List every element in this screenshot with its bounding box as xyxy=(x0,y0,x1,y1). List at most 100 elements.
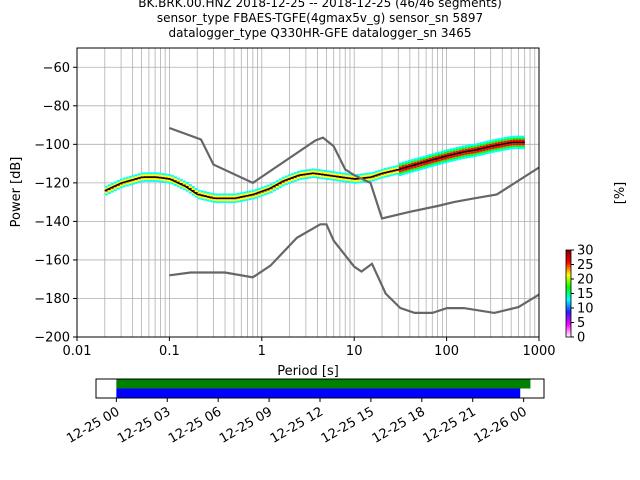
psd-bin xyxy=(116,181,120,184)
psd-bin xyxy=(377,171,381,174)
psd-bin xyxy=(245,198,249,201)
timeline-tick-label: 12-25 12 xyxy=(268,404,326,446)
psd-bin xyxy=(362,175,366,178)
psd-bin xyxy=(119,186,123,189)
psd-bin xyxy=(326,170,330,173)
psd-bin xyxy=(431,156,435,159)
psd-bin xyxy=(173,183,177,186)
psd-bin xyxy=(323,171,327,174)
psd-bin xyxy=(323,175,327,178)
psd-bin xyxy=(188,184,192,186)
psd-bin xyxy=(179,184,183,187)
psd-bin xyxy=(194,188,198,190)
psd-bin xyxy=(260,194,264,197)
psd-bin xyxy=(473,147,477,150)
timeline-tick-label: 12-25 09 xyxy=(217,404,275,446)
psd-bin xyxy=(458,155,462,158)
psd-bin xyxy=(428,157,432,160)
psd-bin xyxy=(221,201,225,204)
psd-bin xyxy=(284,177,288,180)
psd-bin xyxy=(506,146,510,149)
psd-bin xyxy=(479,145,483,148)
psd-bin xyxy=(110,184,114,187)
psd-bin xyxy=(263,191,267,194)
psd-bin xyxy=(158,174,162,177)
psd-bin xyxy=(137,173,141,176)
timeline-bar xyxy=(116,388,521,398)
psd-bin xyxy=(341,172,345,175)
psd-bin xyxy=(248,196,252,199)
psd-bin xyxy=(260,186,264,189)
psd-bin xyxy=(377,169,381,172)
psd-bin xyxy=(473,155,477,157)
psd-bin xyxy=(107,190,111,193)
psd-bin xyxy=(464,156,468,159)
psd-bin xyxy=(152,172,156,175)
psd-bin xyxy=(305,175,309,178)
psd-bin xyxy=(368,174,372,177)
psd-bin xyxy=(368,178,372,181)
psd-bin xyxy=(191,191,195,194)
psd-bin xyxy=(515,139,519,142)
psd-bin xyxy=(263,193,267,196)
psd-bin xyxy=(275,185,279,188)
psd-bin xyxy=(410,162,414,165)
psd-bin xyxy=(110,186,114,189)
psd-bin xyxy=(152,178,156,180)
psd-bin xyxy=(245,196,249,199)
psd-bin xyxy=(353,181,357,184)
psd-bin xyxy=(422,165,426,168)
psd-bin xyxy=(110,182,114,185)
psd-bin xyxy=(371,171,375,174)
psd-bin xyxy=(377,177,381,180)
psd-bin xyxy=(419,160,423,163)
psd-bin xyxy=(401,165,405,168)
psd-bin xyxy=(437,161,441,164)
psd-bin xyxy=(143,179,147,182)
psd-bin xyxy=(185,185,189,188)
psd-bin xyxy=(161,175,165,178)
psd-bin xyxy=(137,181,141,183)
psd-bin xyxy=(314,176,318,179)
psd-median-line xyxy=(104,141,525,199)
psd-bin xyxy=(107,184,111,187)
psd-bin xyxy=(482,151,486,153)
psd-bin xyxy=(302,177,306,180)
psd-bin xyxy=(185,187,189,190)
psd-bin xyxy=(440,150,444,153)
psd-bin xyxy=(443,157,447,160)
psd-bin xyxy=(500,147,504,150)
psd-bin xyxy=(158,178,162,181)
psd-bin xyxy=(251,189,255,192)
psd-bin xyxy=(434,163,438,166)
psd-bin xyxy=(182,182,186,185)
colorbar-tick-label: 15 xyxy=(577,287,594,302)
psd-bin xyxy=(455,156,459,159)
psd-bin xyxy=(488,149,492,152)
psd-bin xyxy=(323,169,327,172)
psd-bin xyxy=(227,199,231,202)
psd-bin xyxy=(329,170,333,173)
psd-bin xyxy=(428,155,432,158)
psd-bin xyxy=(215,199,219,202)
psd-bin xyxy=(416,165,420,168)
psd-bin xyxy=(344,174,348,177)
psd-bin xyxy=(134,176,138,179)
psd-bin xyxy=(461,145,465,148)
psd-bin xyxy=(311,168,315,171)
psd-bin xyxy=(272,181,276,184)
psd-bin xyxy=(242,199,246,202)
psd-bin xyxy=(449,148,453,151)
y-axis-ticks: −60 −80 −100 −120 −140 −160 −180 −200 xyxy=(34,61,77,346)
timeline-tick-label: 12-25 15 xyxy=(319,404,377,446)
y-tick-label: −120 xyxy=(34,176,70,191)
psd-bin xyxy=(125,176,129,179)
psd-bin xyxy=(416,168,420,171)
psd-bin xyxy=(104,189,108,192)
psd-bin xyxy=(416,159,420,162)
psd-bin xyxy=(119,178,123,181)
psd-bin xyxy=(164,175,168,178)
psd-bin xyxy=(467,154,471,157)
psd-bin xyxy=(140,174,144,177)
